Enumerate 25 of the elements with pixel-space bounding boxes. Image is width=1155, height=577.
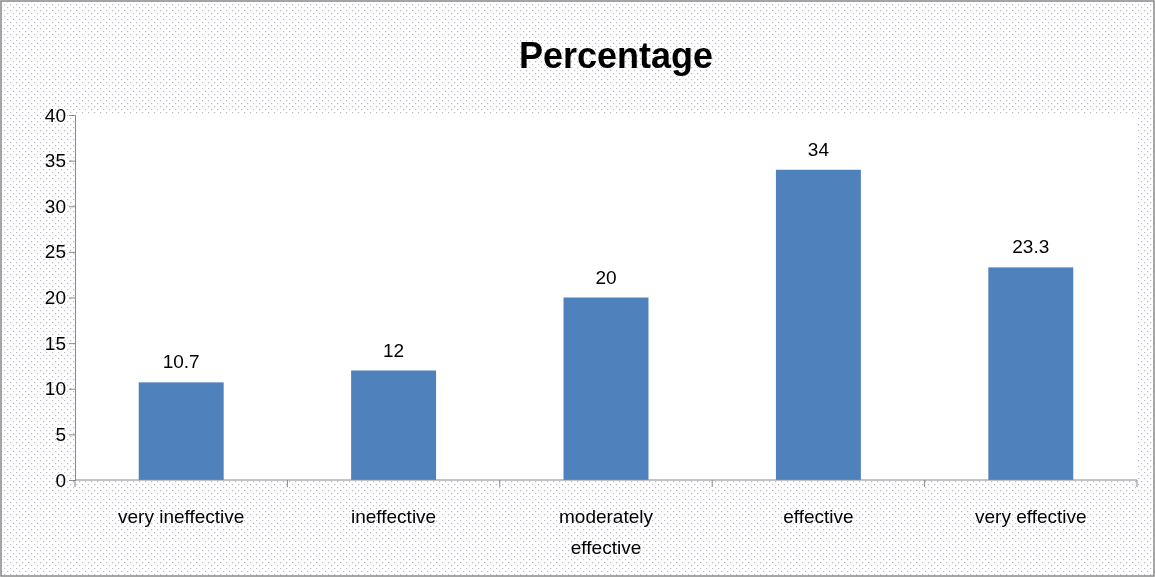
x-tick-label: effective [783,506,854,527]
x-tick-label: moderately effective [559,506,654,558]
bar [988,267,1074,480]
y-tick-label: 35 [44,150,66,172]
y-tick-label: 5 [55,423,66,445]
bar [138,382,224,480]
y-tick-label: 40 [44,104,66,126]
bar [775,169,861,480]
y-tick-label: 30 [44,195,66,217]
bar [563,297,649,480]
x-tick-label: ineffective [351,506,437,527]
x-tick-label: very effective [975,506,1087,527]
y-tick-label: 15 [44,332,66,354]
data-label: 23.3 [1012,236,1050,258]
data-label: 34 [807,138,830,160]
bar [351,370,437,480]
y-tick-label: 20 [44,287,66,309]
x-tick-label: very ineffective [118,506,245,527]
y-tick-label: 10 [44,378,66,400]
data-label: 12 [383,339,405,361]
chart-title: Percentage [518,35,714,76]
data-label: 10.7 [162,351,200,373]
y-tick-label: 25 [44,241,66,263]
data-label: 20 [595,266,617,288]
y-tick-label: 0 [55,469,66,491]
